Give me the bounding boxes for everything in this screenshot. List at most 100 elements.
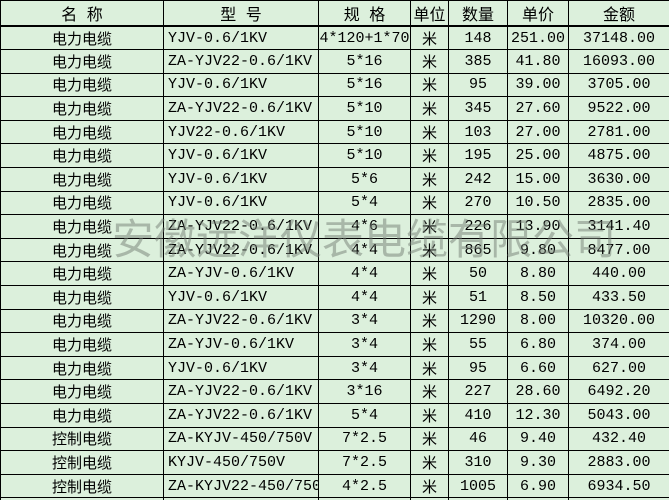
cell-qty[interactable]: 1005 bbox=[448, 473, 508, 499]
cell-price[interactable]: 28.60 bbox=[507, 379, 569, 404]
column-header-name[interactable]: 名 称 bbox=[0, 0, 164, 27]
cell-qty[interactable]: 51 bbox=[448, 285, 508, 310]
cell-unit[interactable]: 米 bbox=[410, 355, 449, 381]
cell-name[interactable]: 控制电缆 bbox=[0, 473, 164, 499]
cell-model[interactable]: YJV-0.6/1KV bbox=[163, 25, 319, 51]
cell-qty[interactable]: 345 bbox=[448, 96, 508, 121]
cell-price[interactable]: 27.60 bbox=[507, 96, 569, 121]
cell-model[interactable]: YJV22-0.6/1KV bbox=[163, 119, 319, 145]
cell-qty[interactable]: 410 bbox=[448, 403, 508, 428]
cell-spec[interactable]: 7*2.5 bbox=[318, 450, 411, 475]
cell-model[interactable]: ZA-YJV22-0.6/1KV bbox=[163, 308, 319, 334]
cell-model[interactable]: ZA-YJV-0.6/1KV bbox=[163, 261, 319, 287]
cell-unit[interactable]: 米 bbox=[410, 426, 449, 452]
cell-model[interactable]: YJV-0.6/1KV bbox=[163, 355, 319, 381]
cell-amount[interactable]: 2781.00 bbox=[568, 119, 669, 145]
cell-model[interactable]: ZA-YJV22-0.6/1KV bbox=[163, 49, 319, 74]
cell-model[interactable]: ZA-YJV22-0.6/1KV bbox=[163, 237, 319, 263]
cell-name[interactable]: 电力电缆 bbox=[0, 237, 164, 263]
cell-price[interactable]: 12.30 bbox=[507, 403, 569, 428]
cell-name[interactable]: 电力电缆 bbox=[0, 143, 164, 169]
cell-amount[interactable]: 5043.00 bbox=[568, 403, 669, 428]
column-header-qty[interactable]: 数量 bbox=[448, 0, 508, 27]
cell-model[interactable]: ZA-YJV22-0.6/1KV bbox=[163, 96, 319, 121]
cell-qty[interactable]: 310 bbox=[448, 450, 508, 475]
cell-spec[interactable]: 5*10 bbox=[318, 119, 411, 145]
cell-unit[interactable]: 米 bbox=[410, 403, 449, 428]
cell-qty[interactable]: 865 bbox=[448, 237, 508, 263]
cell-spec[interactable]: 7*2.5 bbox=[318, 426, 411, 452]
cell-model[interactable]: YJV-0.6/1KV bbox=[163, 167, 319, 192]
cell-spec[interactable]: 3*4 bbox=[318, 332, 411, 357]
cell-model[interactable]: YJV-0.6/1KV bbox=[163, 190, 319, 216]
cell-unit[interactable]: 米 bbox=[410, 96, 449, 121]
cell-qty[interactable]: 226 bbox=[448, 214, 508, 239]
cell-amount[interactable]: 6934.50 bbox=[568, 473, 669, 499]
cell-unit[interactable]: 米 bbox=[410, 450, 449, 475]
cell-qty[interactable]: 95 bbox=[448, 72, 508, 98]
cell-price[interactable]: 10.50 bbox=[507, 190, 569, 216]
cell-spec[interactable]: 5*16 bbox=[318, 49, 411, 74]
cell-unit[interactable]: 米 bbox=[410, 332, 449, 357]
cell-model[interactable]: ZA-KYJV-450/750V bbox=[163, 426, 319, 452]
column-header-amount[interactable]: 金额 bbox=[568, 0, 669, 27]
cell-price[interactable]: 9.80 bbox=[507, 237, 569, 263]
cell-name[interactable]: 电力电缆 bbox=[0, 332, 164, 357]
cell-spec[interactable]: 3*16 bbox=[318, 379, 411, 404]
cell-name[interactable]: 电力电缆 bbox=[0, 355, 164, 381]
cell-price[interactable]: 6.80 bbox=[507, 332, 569, 357]
cell-name[interactable]: 电力电缆 bbox=[0, 49, 164, 74]
cell-price[interactable]: 251.00 bbox=[507, 25, 569, 51]
cell-unit[interactable]: 米 bbox=[410, 379, 449, 404]
cell-price[interactable]: 9.40 bbox=[507, 426, 569, 452]
cell-qty[interactable]: 385 bbox=[448, 49, 508, 74]
cell-qty[interactable]: 55 bbox=[448, 332, 508, 357]
cell-spec[interactable]: 5*10 bbox=[318, 143, 411, 169]
cell-price[interactable]: 8.80 bbox=[507, 261, 569, 287]
cell-name[interactable]: 电力电缆 bbox=[0, 214, 164, 239]
cell-unit[interactable]: 米 bbox=[410, 237, 449, 263]
cell-spec[interactable]: 5*4 bbox=[318, 190, 411, 216]
cell-spec[interactable]: 3*4 bbox=[318, 308, 411, 334]
cell-unit[interactable]: 米 bbox=[410, 167, 449, 192]
cell-amount[interactable]: 627.00 bbox=[568, 355, 669, 381]
cell-price[interactable]: 13.90 bbox=[507, 214, 569, 239]
column-header-unit[interactable]: 单位 bbox=[410, 0, 449, 27]
cell-price[interactable]: 9.30 bbox=[507, 450, 569, 475]
cell-qty[interactable]: 1290 bbox=[448, 308, 508, 334]
cell-amount[interactable]: 433.50 bbox=[568, 285, 669, 310]
cell-qty[interactable]: 242 bbox=[448, 167, 508, 192]
cell-price[interactable]: 8.50 bbox=[507, 285, 569, 310]
cell-spec[interactable]: 4*2.5 bbox=[318, 473, 411, 499]
cell-unit[interactable]: 米 bbox=[410, 49, 449, 74]
cell-unit[interactable]: 米 bbox=[410, 214, 449, 239]
cell-amount[interactable]: 432.40 bbox=[568, 426, 669, 452]
cell-model[interactable]: ZA-YJV22-0.6/1KV bbox=[163, 214, 319, 239]
cell-spec[interactable]: 4*6 bbox=[318, 214, 411, 239]
cell-qty[interactable]: 270 bbox=[448, 190, 508, 216]
cell-qty[interactable]: 46 bbox=[448, 426, 508, 452]
cell-spec[interactable]: 4*120+1*70 bbox=[318, 25, 411, 51]
cell-amount[interactable]: 3705.00 bbox=[568, 72, 669, 98]
cell-spec[interactable]: 5*16 bbox=[318, 72, 411, 98]
cell-spec[interactable]: 4*4 bbox=[318, 261, 411, 287]
cell-amount[interactable]: 4875.00 bbox=[568, 143, 669, 169]
cell-unit[interactable]: 米 bbox=[410, 285, 449, 310]
cell-name[interactable]: 电力电缆 bbox=[0, 190, 164, 216]
cell-amount[interactable]: 440.00 bbox=[568, 261, 669, 287]
cell-spec[interactable]: 5*4 bbox=[318, 403, 411, 428]
cell-name[interactable]: 电力电缆 bbox=[0, 72, 164, 98]
column-header-spec[interactable]: 规 格 bbox=[318, 0, 411, 27]
cell-spec[interactable]: 5*6 bbox=[318, 167, 411, 192]
cell-model[interactable]: ZA-YJV22-0.6/1KV bbox=[163, 403, 319, 428]
cell-amount[interactable]: 2835.00 bbox=[568, 190, 669, 216]
cell-unit[interactable]: 米 bbox=[410, 72, 449, 98]
cell-spec[interactable]: 4*4 bbox=[318, 285, 411, 310]
cell-name[interactable]: 电力电缆 bbox=[0, 167, 164, 192]
cell-unit[interactable]: 米 bbox=[410, 25, 449, 51]
cell-amount[interactable]: 10320.00 bbox=[568, 308, 669, 334]
cell-price[interactable]: 6.60 bbox=[507, 355, 569, 381]
cell-spec[interactable]: 5*10 bbox=[318, 96, 411, 121]
column-header-model[interactable]: 型 号 bbox=[163, 0, 319, 27]
cell-amount[interactable]: 9522.00 bbox=[568, 96, 669, 121]
